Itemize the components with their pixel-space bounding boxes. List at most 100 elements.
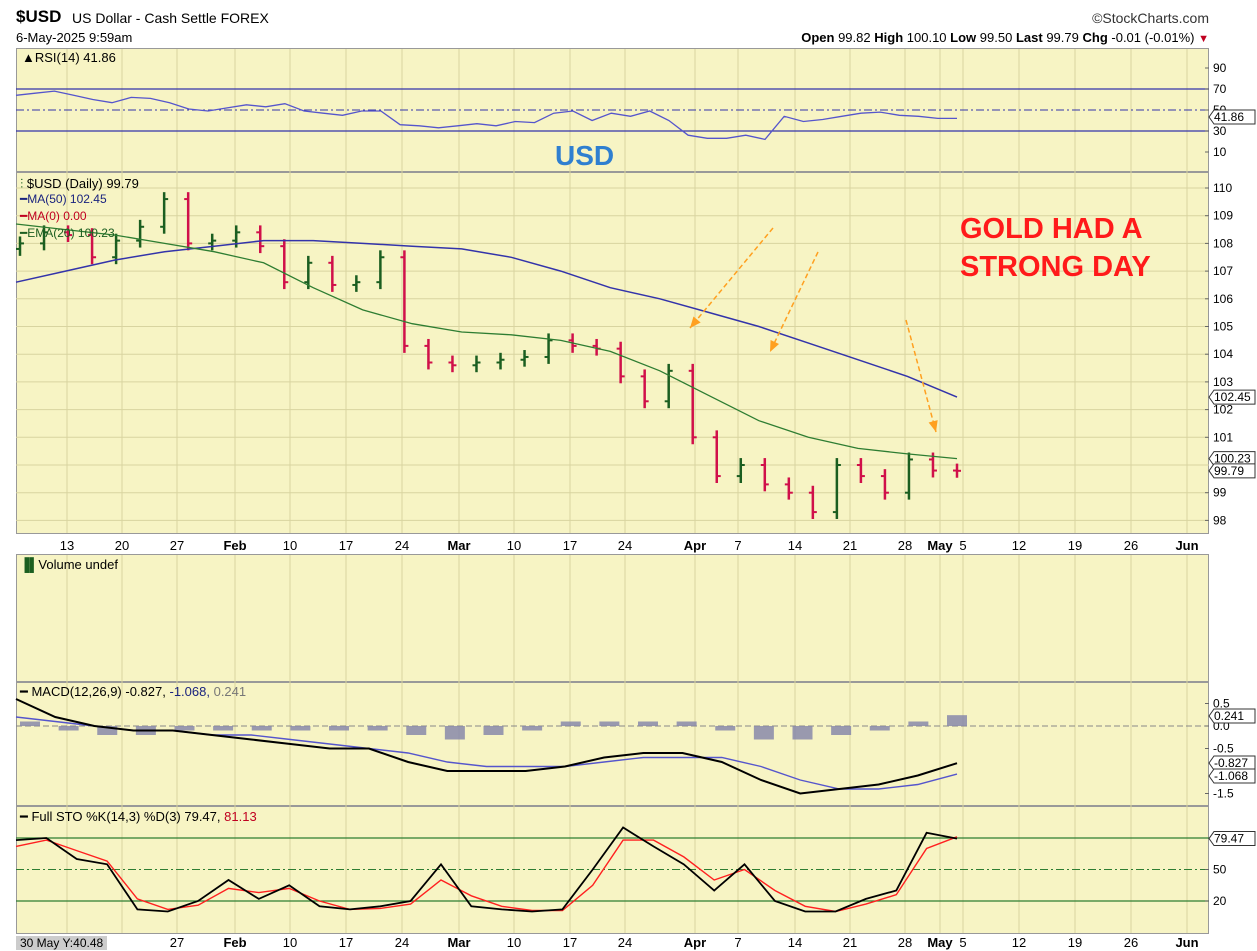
x-tick-label-top-13: 14 (788, 538, 802, 553)
rsi-y-tick-0: 90 (1213, 61, 1227, 75)
x-tick-label-top-16: May (927, 538, 953, 553)
arrow-head-2 (928, 420, 938, 432)
x-tick-label-bottom-4: 24 (395, 935, 409, 950)
down-triangle-icon: ▼ (1198, 33, 1209, 45)
macd-hist-bar-6 (251, 726, 272, 731)
x-tick-label-top-4: 10 (283, 538, 297, 553)
rsi-series-line (15, 90, 957, 141)
rsi-value-tag-box (1208, 109, 1256, 125)
x-tick-label-top-15: 28 (898, 538, 912, 553)
ema20-legend: ━EMA(20) 100.23 (20, 226, 115, 240)
price-y-tick-2: 108 (1213, 236, 1233, 250)
sto-d-line (15, 836, 958, 913)
cursor-readout: 30 May Y:40.48 (16, 936, 108, 950)
macd-hist-bar-21 (831, 726, 852, 735)
macd-hist-bar-2 (97, 726, 118, 735)
macd-hist-bar-16 (638, 721, 658, 726)
macd-hist-bar-9 (367, 726, 388, 731)
rsi-triangle-icon: ▲ (22, 50, 35, 65)
chart-header: $USD US Dollar - Cash Settle FOREX ©Stoc… (0, 0, 1257, 48)
last-price-tag-box (1208, 463, 1256, 479)
macd-y-tick-0: 0.5 (1213, 697, 1230, 711)
ma50-tag-box (1208, 389, 1256, 405)
macd-hist-bar-0 (20, 721, 40, 726)
rsi-label-text: RSI(14) 41.86 (34, 50, 116, 65)
x-tick-label-top-2: 27 (170, 538, 184, 553)
source-watermark: ©StockCharts.com (1092, 10, 1209, 26)
price-y-tick-8: 102 (1213, 403, 1233, 417)
last-value: 99.79 (1046, 30, 1079, 45)
x-tick-label-bottom-11: 14 (788, 935, 802, 950)
macd-hist-bar-14 (560, 721, 581, 726)
macd-hist-bar-12 (483, 726, 504, 735)
rsi-y-tick-4: 10 (1213, 145, 1227, 159)
price-y-tick-10: 99 (1213, 486, 1227, 500)
symbol: $USD (16, 7, 62, 26)
macd-hist-bar-18 (715, 726, 736, 731)
x-tick-label-bottom-5: Mar (447, 935, 470, 950)
sto-k-tag-text: 79.47 (1214, 832, 1244, 846)
sto-label-d: 81.13 (224, 809, 257, 824)
usd-overlay-text: USD (555, 140, 615, 171)
x-tick-label-bottom-19: Jun (1175, 935, 1198, 950)
volume-label-text: Volume undef (38, 557, 118, 572)
arrow-head-0 (690, 316, 701, 328)
ma0-legend: ━MA(0) 0.00 (20, 209, 87, 223)
x-tick-label-top-1: 20 (115, 538, 129, 553)
x-tick-label-bottom-0: 27 (170, 935, 184, 950)
x-tick-label-bottom-1: Feb (223, 935, 246, 950)
macd-tag-text: -0.827 (1214, 756, 1248, 770)
x-tick-label-bottom-10: 7 (734, 935, 741, 950)
x-tick-label-top-20: 26 (1124, 538, 1138, 553)
macd-label-signal: -1.068, (169, 684, 210, 699)
x-tick-label-bottom-17: 19 (1068, 935, 1082, 950)
macd-y-tick-3: -1.5 (1213, 787, 1234, 801)
x-tick-label-bottom-15: 5 (959, 935, 966, 950)
high-label: High (874, 30, 904, 45)
sto-y-tick-1: 20 (1213, 894, 1227, 908)
x-tick-label-top-6: 24 (395, 538, 409, 553)
macd-hist-bar-19 (753, 726, 774, 740)
macd-y-tick-2: -0.5 (1213, 742, 1234, 756)
open-value: 99.82 (838, 30, 871, 45)
macd-hist-bar-15 (599, 721, 620, 726)
sto-k-line (15, 826, 958, 913)
macd-panel (16, 682, 1209, 806)
x-tick-label-bottom-6: 10 (507, 935, 521, 950)
ma50-legend: ━MA(50) 102.45 (20, 192, 107, 206)
price-label-text: $USD (Daily) 99.79 (26, 176, 139, 191)
chg-label: Chg (1082, 30, 1108, 45)
ma0-legend-text: MA(0) 0.00 (27, 209, 87, 223)
macd-hist-bar-11 (444, 726, 465, 740)
x-tick-label-top-17: 5 (959, 538, 966, 553)
ema20-legend-text: EMA(20) 100.23 (27, 226, 115, 240)
volume-panel (16, 554, 1209, 682)
macd-hist-bar-10 (406, 726, 427, 735)
macd-label: ━ MACD(12,26,9) -0.827, -1.068, 0.241 (20, 684, 247, 699)
macd-hist-bar-8 (329, 726, 349, 731)
macd-hist-bar-7 (290, 726, 311, 731)
price-y-tick-9: 101 (1213, 430, 1233, 444)
x-tick-label-bottom-9: Apr (684, 935, 706, 950)
arrow-line-2 (905, 319, 937, 433)
arrow-line-0 (689, 227, 774, 329)
volume-icon: ▐▌ (20, 557, 39, 572)
rsi-y-tick-3: 30 (1213, 124, 1227, 138)
x-tick-label-top-19: 19 (1068, 538, 1082, 553)
x-tick-label-top-8: 10 (507, 538, 521, 553)
ma50-tag-text: 102.45 (1214, 390, 1251, 404)
price-y-tick-7: 103 (1213, 375, 1233, 389)
volume-label: ▐▌Volume undef (20, 557, 118, 572)
chg-value: -0.01 (-0.01%) (1111, 30, 1195, 45)
gold-annotation: GOLD HAD A STRONG DAY (960, 213, 1151, 283)
price-y-tick-3: 107 (1213, 264, 1233, 278)
macd-hist-tag-text: 0.241 (1214, 709, 1244, 723)
x-tick-label-top-18: 12 (1012, 538, 1026, 553)
macd-hist-bar-5 (213, 726, 234, 731)
sto-k-tag-box (1208, 831, 1256, 847)
macd-signal-tag-text: -1.068 (1214, 769, 1248, 783)
macd-hist-bar-1 (58, 726, 79, 731)
macd-label-main: MACD(12,26,9) -0.827, (31, 684, 166, 699)
x-tick-label-top-0: 13 (60, 538, 74, 553)
